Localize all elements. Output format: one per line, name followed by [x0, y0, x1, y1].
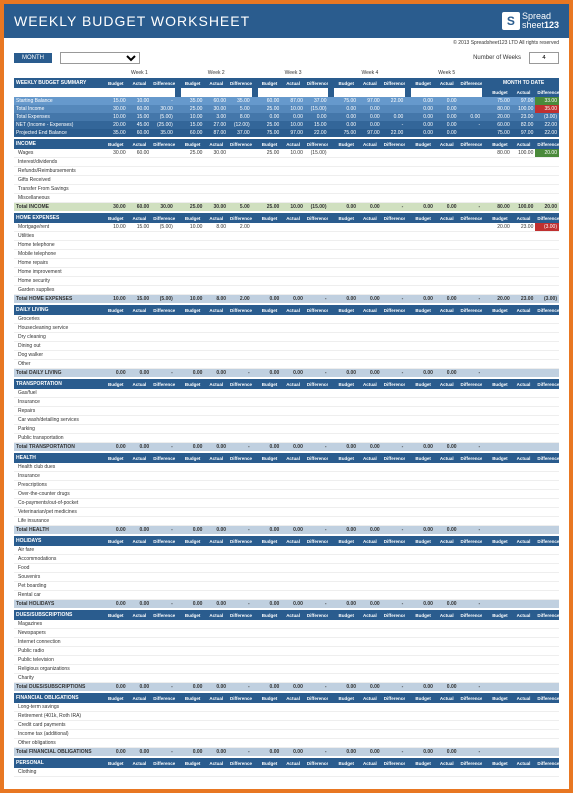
- page-header: WEEKLY BUDGET WORKSHEET S Spread sheet12…: [4, 4, 569, 38]
- logo-text: Spread sheet123: [522, 12, 559, 30]
- worksheet: Week 1Week 2Week 3Week 4Week 5WEEKLY BUD…: [4, 68, 569, 789]
- controls-row: MONTH Number of Weeks: [4, 48, 569, 68]
- budget-table: Week 1Week 2Week 3Week 4Week 5WEEKLY BUD…: [14, 68, 559, 779]
- logo-icon: S: [502, 12, 520, 30]
- logo: S Spread sheet123: [502, 12, 559, 30]
- month-label: MONTH: [14, 53, 52, 63]
- weeks-input[interactable]: [529, 52, 559, 64]
- weeks-label: Number of Weeks: [473, 55, 521, 61]
- copyright: © 2013 Spreadsheet123 LTD All rights res…: [4, 38, 569, 48]
- page-title: WEEKLY BUDGET WORKSHEET: [14, 13, 250, 29]
- month-select[interactable]: [60, 52, 140, 64]
